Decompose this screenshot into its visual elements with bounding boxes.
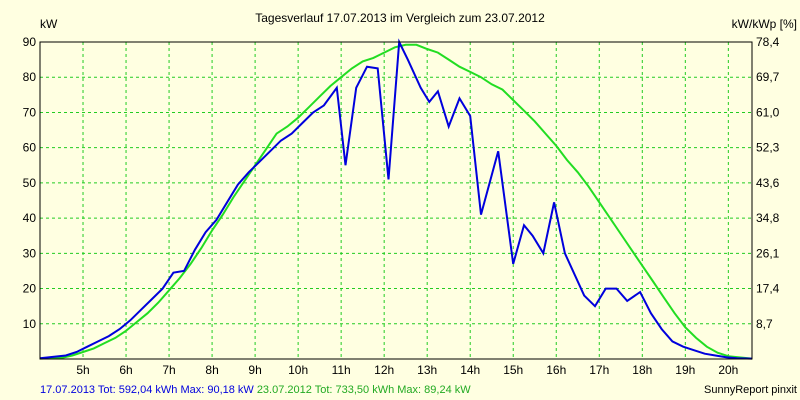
right-y-tick-label: 26,1 [756, 246, 780, 260]
x-tick-label: 20h [718, 363, 738, 377]
x-tick-label: 14h [460, 363, 480, 377]
x-tick-label: 7h [162, 363, 175, 377]
left-axis-unit: kW [40, 17, 58, 31]
left-y-tick-label: 10 [23, 317, 37, 331]
x-tick-label: 10h [288, 363, 308, 377]
x-tick-labels: 5h 6h 7h 8h 9h 10h 11h 12h 13h 14h 15h 16h 17h 18h 19h… [76, 363, 738, 377]
right-y-tick-label: 43,6 [756, 176, 780, 190]
footer-summary: 17.07.2013 Tot: 592,04 kWh Max: 90,18 kW… [40, 384, 471, 396]
left-y-tick-label: 80 [23, 70, 37, 84]
left-y-tick-label: 60 [23, 141, 37, 155]
x-tick-label: 5h [76, 363, 89, 377]
left-y-tick-label: 90 [23, 35, 37, 49]
series-line-2012 [39, 43, 753, 360]
x-tick-label: 16h [546, 363, 566, 377]
right-y-tick-label: 34,8 [756, 211, 780, 225]
x-tick-label: 11h [332, 363, 351, 377]
left-y-tick-labels: 10 20 30 40 50 60 70 80 90 [23, 35, 37, 331]
right-y-tick-label: 69,7 [756, 70, 780, 84]
x-tick-label: 6h [119, 363, 132, 377]
left-y-tick-label: 70 [23, 105, 37, 119]
x-tick-label: 12h [374, 363, 394, 377]
x-tick-label: 19h [675, 363, 695, 377]
x-tick-label: 13h [417, 363, 437, 377]
left-y-tick-label: 20 [23, 282, 37, 296]
left-y-tick-label: 50 [23, 176, 37, 190]
left-y-tick-label: 30 [23, 246, 37, 260]
footer-series-2012: 23.07.2012 Tot: 733,50 kWh Max: 89,24 kW [257, 384, 471, 396]
right-y-tick-label: 17,4 [756, 282, 780, 296]
right-y-tick-label: 8,7 [756, 317, 773, 331]
left-y-tick-label: 40 [23, 211, 37, 225]
x-tick-label: 18h [632, 363, 652, 377]
right-y-tick-label: 78,4 [756, 35, 780, 49]
plot-frame [39, 41, 753, 360]
x-tick-label: 17h [589, 363, 609, 377]
footer-series-2013: 17.07.2013 Tot: 592,04 kWh Max: 90,18 kW [40, 384, 254, 396]
right-y-tick-label: 61,0 [756, 105, 780, 119]
right-y-tick-label: 52,3 [756, 141, 780, 155]
x-tick-label: 15h [503, 363, 523, 377]
series-line-2013 [39, 38, 753, 360]
right-y-tick-labels: 8,7 17,4 26,1 34,8 43,6 52,3 61,0 69,7 78,4 [756, 35, 780, 331]
x-tick-label: 8h [205, 363, 218, 377]
right-axis-unit: kW/kWp [%] [732, 17, 797, 31]
chart-title: Tagesverlauf 17.07.2013 im Vergleich zum… [255, 11, 545, 25]
x-tick-label: 9h [248, 363, 261, 377]
footer-brand: SunnyReport pinxit [704, 384, 797, 396]
